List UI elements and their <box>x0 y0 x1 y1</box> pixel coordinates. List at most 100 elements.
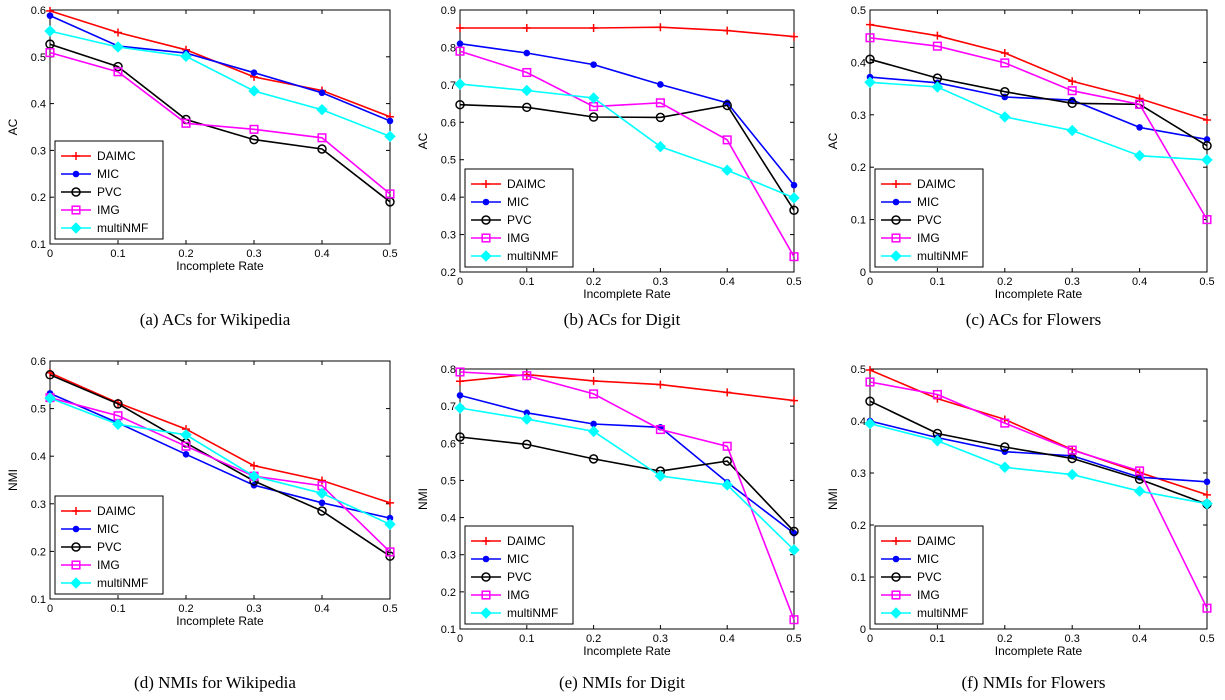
data-point <box>589 376 598 385</box>
data-point <box>721 479 733 491</box>
legend-marker <box>71 187 81 197</box>
data-point <box>654 140 667 153</box>
series-line <box>869 369 1208 496</box>
x-tick-label: 0.1 <box>110 248 125 260</box>
legend-marker <box>70 222 82 234</box>
series-line <box>459 371 795 620</box>
chart-panel: 0 0.1 0.2 0.3 0.4 0.5 0 0.1 0.2 0.3 0.4 0.5 Incomple… <box>826 5 1215 329</box>
series-line <box>49 30 391 138</box>
data-point <box>455 46 465 56</box>
y-axis-label: AC <box>416 132 430 149</box>
y-tick-label: 0.5 <box>851 364 866 376</box>
x-tick-label: 0.3 <box>1065 276 1080 288</box>
y-tick-label: 0.2 <box>441 267 456 279</box>
y-tick-label: 0.4 <box>851 416 866 428</box>
series-line <box>49 396 391 553</box>
legend-marker <box>892 555 900 563</box>
legend-label: multiNMF <box>507 606 558 620</box>
data-point <box>655 424 665 435</box>
legend-marker <box>482 555 490 563</box>
series-line <box>459 436 795 532</box>
series-line <box>869 420 1208 483</box>
series-line <box>49 51 391 195</box>
legend-marker <box>72 152 80 160</box>
legend-label: IMG <box>507 231 530 245</box>
y-tick-label: 0.8 <box>441 364 456 376</box>
series-line <box>459 42 795 186</box>
legend-label: IMG <box>507 588 530 602</box>
legend-label: PVC <box>97 185 122 199</box>
data-point <box>1067 98 1077 109</box>
legend-label: MIC <box>507 552 529 566</box>
x-tick-label: 0.3 <box>1065 633 1080 645</box>
data-point <box>44 25 56 37</box>
y-tick-label: 0 <box>860 267 866 279</box>
data-point <box>1133 485 1146 497</box>
data-point <box>318 89 326 97</box>
x-tick-label: 0.2 <box>178 603 193 615</box>
series-line <box>49 43 391 203</box>
data-point <box>455 99 465 110</box>
data-point <box>456 23 464 32</box>
data-point <box>723 26 732 35</box>
x-tick-label: 0.5 <box>1199 276 1214 288</box>
x-tick-label: 0.1 <box>519 276 534 288</box>
x-tick-label: 0 <box>47 603 53 615</box>
y-tick-label: 0.6 <box>441 438 456 450</box>
data-point <box>318 499 326 507</box>
legend-label: PVC <box>917 570 942 584</box>
x-tick-label: 0.2 <box>586 633 601 645</box>
data-point <box>1203 490 1211 499</box>
legend-label: DAIMC <box>97 504 136 518</box>
x-tick-label: 0.2 <box>997 276 1012 288</box>
data-point <box>456 377 464 386</box>
data-point <box>250 69 258 77</box>
data-point <box>864 76 876 89</box>
legend-label: DAIMC <box>917 177 956 191</box>
data-point <box>931 81 944 93</box>
legend-label: IMG <box>917 231 940 245</box>
y-axis-label: NMI <box>826 488 840 510</box>
data-point <box>1066 124 1078 137</box>
data-point <box>656 23 665 32</box>
legend-marker <box>892 180 900 188</box>
data-point <box>721 164 733 176</box>
data-point <box>788 544 800 556</box>
x-tick-label: 0.3 <box>246 603 261 615</box>
data-point <box>865 33 875 43</box>
y-tick-label: 0.7 <box>441 80 456 92</box>
x-tick-label: 0 <box>457 633 463 645</box>
data-point <box>248 85 260 97</box>
data-point <box>456 40 464 47</box>
data-point <box>317 144 327 154</box>
y-tick-label: 0.1 <box>31 239 46 251</box>
x-axis-label: Incomplete Rate <box>176 259 264 273</box>
legend-marker <box>481 233 491 243</box>
series-line <box>459 407 795 551</box>
data-point <box>180 429 192 441</box>
data-point <box>589 23 598 32</box>
data-point <box>587 425 600 438</box>
legend-label: IMG <box>917 588 940 602</box>
x-tick-label: 0.3 <box>246 248 261 260</box>
x-tick-label: 0 <box>457 276 463 288</box>
x-tick-label: 0.1 <box>519 633 534 645</box>
x-tick-label: 0.5 <box>382 248 397 260</box>
data-point <box>44 392 56 404</box>
legend-marker <box>481 590 491 600</box>
data-point <box>932 41 942 51</box>
legend-marker <box>891 215 901 225</box>
legend-label: MIC <box>917 552 939 566</box>
data-point <box>864 417 876 430</box>
data-point <box>1066 468 1078 481</box>
data-point <box>1203 478 1211 486</box>
legend-marker <box>481 572 491 582</box>
data-point <box>522 67 532 78</box>
series-line <box>49 14 391 122</box>
y-tick-label: 0.4 <box>441 192 456 204</box>
y-tick-label: 0.1 <box>851 572 866 584</box>
x-axis-label: Incomplete Rate <box>176 614 264 628</box>
data-point <box>386 117 394 125</box>
series-line <box>869 37 1208 221</box>
legend-marker <box>892 537 900 545</box>
